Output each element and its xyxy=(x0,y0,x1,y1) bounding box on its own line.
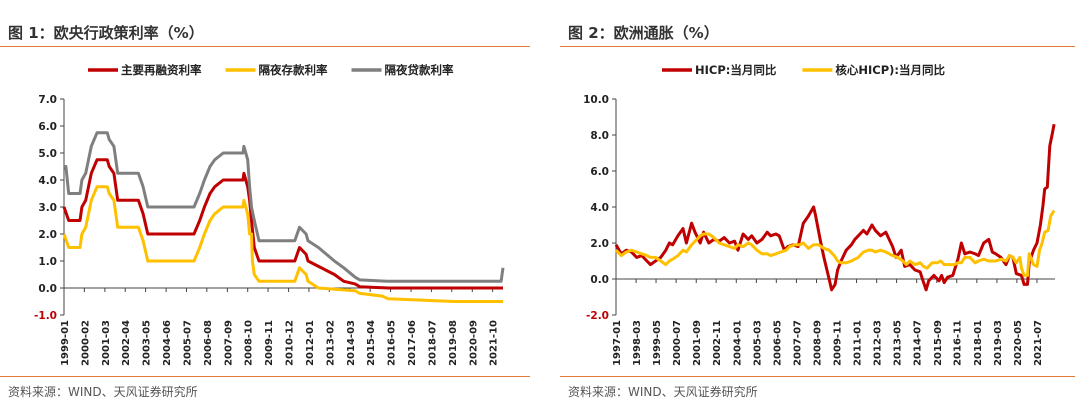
x-tick-label: 2020-09 xyxy=(468,320,479,366)
x-tick-label: 2006-08 xyxy=(203,320,214,366)
x-tick-label: 2007-09 xyxy=(223,320,234,366)
x-tick-label: 2016-11 xyxy=(953,320,964,366)
series-line xyxy=(62,185,503,303)
x-tick-label: 2018-01 xyxy=(973,320,984,366)
y-tick-label: -2.0 xyxy=(586,310,609,322)
x-tick-label: 1998-03 xyxy=(632,320,643,366)
x-tick-label: 2010-12 xyxy=(285,320,296,366)
x-tick-label: 2021-07 xyxy=(1033,320,1044,366)
inflation-chart: HICP:当月同比 核心HICP):当月同比 10.0 8.0 6.0 4.0 2.0 0.0… xyxy=(583,63,1056,366)
x-tick-label: 2003-05 xyxy=(142,320,153,366)
chart-title: 图 1：欧央行政策利率（%） xyxy=(8,24,204,42)
source-note: 资料来源：WIND、天风证券研究所 xyxy=(8,385,198,399)
x-tick-label: 2012-01 xyxy=(305,320,316,366)
x-tick-label: 2019-08 xyxy=(448,320,459,366)
legend-label: HICP:当月同比 xyxy=(695,63,777,77)
x-tick-label: 2005-03 xyxy=(752,320,763,366)
y-tick-label: 6.0 xyxy=(590,166,609,178)
y-tick-label: -1.0 xyxy=(34,310,57,322)
legend-label: 核心HICP):当月同比 xyxy=(835,63,945,77)
source-rule xyxy=(0,376,530,377)
x-tick-label: 2001-03 xyxy=(101,320,112,366)
chart-title: 图 2：欧洲通胀（%） xyxy=(568,24,719,42)
x-tick-label: 1999-01 xyxy=(60,320,71,366)
y-tick-label: 3.0 xyxy=(38,202,57,214)
x-tick-label: 2014-03 xyxy=(346,320,357,366)
x-tick-label: 2004-01 xyxy=(732,320,743,366)
source-note: 资料来源：WIND、天风证券研究所 xyxy=(568,385,758,399)
y-tick-label: 6.0 xyxy=(38,121,57,133)
y-tick-label: 5.0 xyxy=(38,148,57,160)
y-tick-label: 2.0 xyxy=(590,238,609,250)
x-tick-label: 2004-06 xyxy=(162,320,173,366)
x-tick-label: 1999-05 xyxy=(652,320,663,366)
x-tick-label: 1997-01 xyxy=(612,320,623,366)
x-tick-label: 2009-11 xyxy=(264,320,275,366)
x-tick-label: 2008-10 xyxy=(244,320,255,366)
x-tick-label: 2005-07 xyxy=(182,320,193,366)
series-line xyxy=(614,209,1056,277)
y-tick-label: 4.0 xyxy=(38,175,57,187)
legend-label: 主要再融资利率 xyxy=(121,63,202,77)
y-tick-label: 8.0 xyxy=(590,130,609,142)
chart-panel-inflation: 图 2：欧洲通胀（%） HICP:当月同比 核心HICP):当月同比 10.0 8.0… xyxy=(560,0,1080,408)
x-tick-label: 2002-04 xyxy=(121,320,132,366)
x-tick-label: 2021-10 xyxy=(489,320,500,366)
x-tick-label: 2013-05 xyxy=(893,320,904,366)
x-tick-label: 2019-03 xyxy=(993,320,1004,366)
title-rule xyxy=(560,46,1075,47)
x-tick-label: 2015-04 xyxy=(366,320,377,366)
y-tick-label: 0.0 xyxy=(38,283,57,295)
x-tick-label: 2020-05 xyxy=(1013,320,1024,366)
source-rule xyxy=(560,376,1075,377)
y-tick-label: 7.0 xyxy=(38,94,57,106)
x-tick-label: 2007-07 xyxy=(792,320,803,366)
x-tick-label: 2011-01 xyxy=(853,320,864,366)
y-tick-label: 10.0 xyxy=(583,94,609,106)
x-tick-label: 2013-02 xyxy=(325,320,336,366)
x-tick-label: 2018-07 xyxy=(427,320,438,366)
title-rule xyxy=(0,46,530,47)
y-tick-label: 4.0 xyxy=(590,202,609,214)
x-tick-label: 2000-07 xyxy=(672,320,683,366)
x-tick-label: 2012-03 xyxy=(873,320,884,366)
x-tick-label: 2016-05 xyxy=(387,320,398,366)
y-tick-label: 2.0 xyxy=(38,229,57,241)
x-tick-label: 2002-11 xyxy=(712,320,723,366)
x-tick-label: 2006-05 xyxy=(772,320,783,366)
x-tick-label: 2009-11 xyxy=(832,320,843,366)
series-line xyxy=(614,123,1056,292)
x-tick-label: 2008-09 xyxy=(813,320,824,366)
x-tick-label: 2014-07 xyxy=(913,320,924,366)
series-line xyxy=(62,158,503,290)
x-tick-label: 2001-09 xyxy=(692,320,703,366)
x-tick-label: 2017-06 xyxy=(407,320,418,366)
policy-rate-chart: 主要再融资利率 隔夜存款利率 隔夜贷款利率 7.0 6.0 5.0 4.0 3.0 2.0 1.0… xyxy=(34,63,505,366)
legend-label: 隔夜存款利率 xyxy=(259,63,328,77)
x-tick-label: 2000-02 xyxy=(80,320,91,366)
legend-label: 隔夜贷款利率 xyxy=(385,63,454,77)
y-tick-label: 0.0 xyxy=(590,274,609,286)
series-line xyxy=(64,131,505,283)
y-tick-label: 1.0 xyxy=(38,256,57,268)
chart-panel-policy-rates: 图 1：欧央行政策利率（%） 主要再融资利率 隔夜存款利率 隔夜贷款利率 7.0 6.0… xyxy=(0,24,530,399)
x-tick-label: 2015-09 xyxy=(933,320,944,366)
